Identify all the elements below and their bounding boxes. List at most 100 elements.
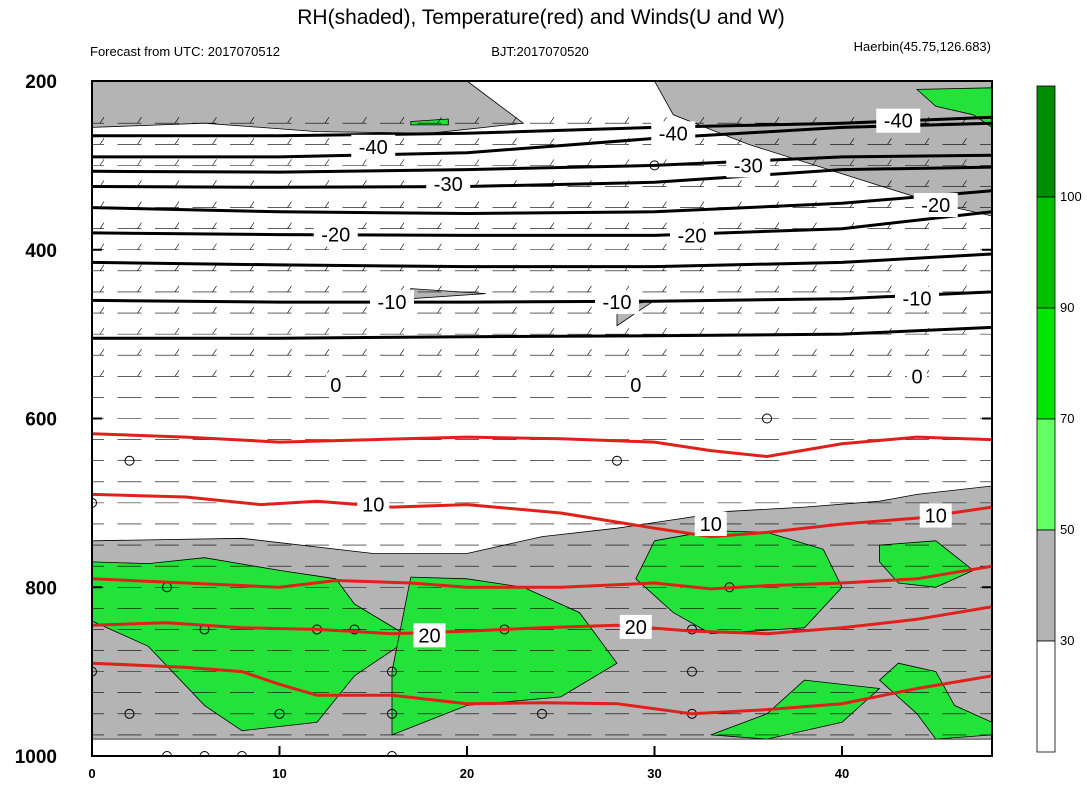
- wind-barb-flag: [662, 243, 667, 250]
- wind-barb-flag: [99, 306, 105, 314]
- wind-barb-flag: [137, 159, 142, 166]
- wind-barb-flag: [699, 370, 705, 377]
- contour-label-box: [726, 153, 771, 178]
- wind-barb-flag: [99, 159, 105, 166]
- wind-barb-flag: [212, 370, 217, 377]
- wind-barb-flag: [174, 327, 180, 335]
- wind-barb-flag: [437, 138, 442, 145]
- wind-barb-flag: [174, 285, 180, 293]
- calm-wind-circle: [762, 413, 772, 424]
- wind-barb-flag: [887, 370, 892, 377]
- wind-barb-flag: [924, 243, 930, 250]
- wind-barb-flag: [137, 285, 142, 293]
- wind-barb-flag: [324, 306, 330, 314]
- wind-barb-flag: [774, 117, 780, 124]
- contour-label: -10: [903, 289, 932, 311]
- wind-barb-flag: [1000, 286, 1004, 292]
- wind-barb-flag: [249, 327, 255, 335]
- wind-barb-flag: [587, 201, 592, 208]
- wind-barb-flag: [624, 159, 630, 166]
- plot-area: -40 -30 -20 -10 0 -40 -30 -20 -10 0 -40 -20 -10 0 10 10…: [92, 81, 1004, 803]
- wind-barb-flag: [249, 117, 255, 124]
- temperature-contour-black: [92, 115, 992, 138]
- wind-barb-flag: [624, 243, 630, 250]
- calm-wind-circle: [125, 794, 134, 803]
- calm-wind-circle: [92, 497, 97, 508]
- wind-barb-flag: [99, 264, 105, 272]
- temperature-contour-black: [92, 290, 992, 304]
- wind-barb-flag: [287, 180, 292, 187]
- wind-barb-flag: [887, 349, 892, 356]
- wind-barb-flag: [662, 285, 667, 293]
- wind-barb-flag: [249, 201, 255, 208]
- temperature-contour-black: [92, 153, 992, 174]
- wind-barb-flag: [662, 201, 667, 208]
- calm-wind-circle: [387, 666, 397, 677]
- calm-wind-circle: [687, 666, 697, 677]
- contour-label-box: [895, 286, 939, 311]
- contour-label-box: [313, 222, 358, 247]
- wind-barb-flag: [212, 264, 217, 272]
- wind-barb-flag: [587, 243, 592, 250]
- colorbar-segment: [1036, 85, 1056, 198]
- wind-barb-flag: [737, 306, 742, 314]
- wind-barb-flag: [962, 180, 967, 187]
- x-tick-label: 10: [272, 766, 286, 781]
- wind-barb-flag: [849, 243, 855, 250]
- wind-barb-flag: [249, 180, 255, 187]
- wind-barb-flag: [324, 285, 330, 293]
- colorbar-label: 100: [1060, 189, 1082, 204]
- wind-barb-flag: [512, 349, 517, 356]
- wind-barb-flag: [212, 180, 217, 187]
- y-tick-label: 800: [25, 578, 57, 599]
- wind-barb-flag: [1000, 223, 1004, 229]
- wind-barb-flag: [1000, 328, 1004, 334]
- wind-barb-flag: [849, 285, 855, 293]
- wind-barb-flag: [174, 243, 180, 250]
- wind-barb-flag: [137, 201, 142, 208]
- wind-barb-flag: [887, 180, 892, 187]
- wind-barb-flag: [962, 285, 967, 293]
- wind-barb-flag: [324, 201, 330, 208]
- wind-barb-flag: [249, 243, 255, 250]
- contour-label-box: [625, 372, 646, 397]
- wind-barb-flag: [774, 349, 780, 356]
- rh-green-layer: [92, 87, 992, 740]
- wind-barb-flag: [287, 138, 292, 145]
- wind-barb-flag: [362, 349, 367, 356]
- wind-barb-flag: [849, 306, 855, 314]
- wind-barb-flag: [662, 222, 667, 229]
- contour-label: 10: [700, 514, 722, 536]
- wind-barb-flag: [887, 243, 892, 250]
- wind-barb-flag: [774, 327, 780, 335]
- x-tick-label: 20: [460, 766, 474, 781]
- colorbar-segment: [1036, 418, 1056, 531]
- contour-label: -20: [678, 225, 707, 247]
- wind-barb-flag: [662, 306, 667, 314]
- wind-barb-flag: [1000, 307, 1004, 313]
- wind-barb-flag: [399, 138, 405, 145]
- wind-barb-flag: [699, 306, 705, 314]
- wind-barb-flag: [549, 285, 555, 293]
- wind-barb-flag: [287, 370, 292, 377]
- forecast-subtitle: Forecast from UTC: 2017070512: [90, 44, 280, 59]
- calm-wind-circle: [92, 666, 97, 677]
- wind-barb-flag: [962, 201, 967, 208]
- bjt-subtitle: BJT:2017070520: [491, 44, 589, 59]
- wind-barb-flag: [99, 117, 105, 124]
- wind-barb-flag: [324, 138, 330, 145]
- colorbar-segment: [1036, 196, 1056, 309]
- wind-barb-flag: [324, 180, 330, 187]
- wind-barb-flag: [587, 327, 592, 335]
- temperature-contour-black: [92, 325, 992, 340]
- temperature-contour-red: [92, 564, 992, 591]
- chart-title: RH(shaded), Temperature(red) and Winds(U…: [297, 6, 784, 29]
- contour-label: -30: [734, 155, 763, 177]
- wind-barb-flag: [849, 264, 855, 272]
- wind-barb-flag: [699, 117, 705, 124]
- wind-barb-flag: [399, 243, 405, 250]
- y-tick-label: 1000: [15, 747, 57, 768]
- wind-barb-flag: [662, 327, 667, 335]
- wind-barb-flag: [549, 201, 555, 208]
